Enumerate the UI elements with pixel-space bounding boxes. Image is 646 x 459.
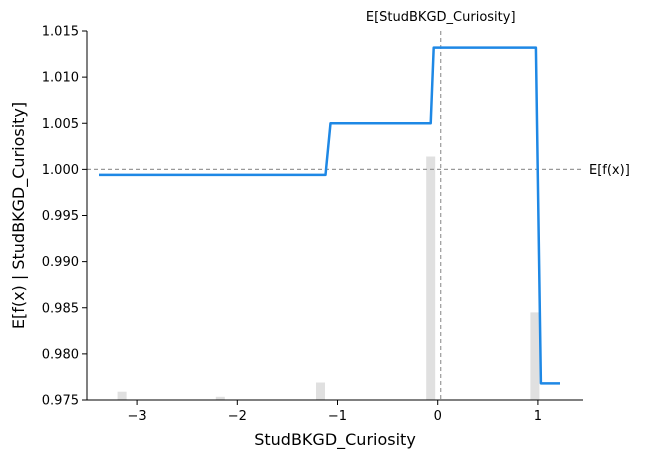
- histogram-bar: [215, 396, 225, 400]
- x-tick-label: −2: [228, 409, 247, 424]
- axes-layer: −3 −2 −1 0 1 0.975 0.980 0.985 0.990 0.995 1.000 1.…: [42, 25, 583, 424]
- histogram-bar: [117, 391, 127, 400]
- series-line: [99, 46, 560, 385]
- y-tick-label: 0.980: [42, 347, 79, 362]
- y-tick-label: 0.995: [42, 209, 79, 224]
- series-layer: [99, 46, 560, 385]
- reference-lines-layer: [87, 31, 583, 400]
- y-tick-label: 0.985: [42, 301, 79, 316]
- y-tick-label: 1.005: [42, 117, 79, 132]
- x-tick-label: 0: [434, 409, 442, 424]
- y-axis-label: E[f(x) | StudBKGD_Curiosity]: [9, 102, 29, 329]
- y-tick-label: 1.010: [42, 71, 79, 86]
- y-tick-label: 0.975: [42, 394, 79, 409]
- x-tick-label: −3: [128, 409, 147, 424]
- y-tick-label: 0.990: [42, 255, 79, 270]
- x-tick-label: 1: [534, 409, 542, 424]
- histogram-bar: [316, 382, 325, 400]
- x-tick-label: −1: [328, 409, 347, 424]
- histogram-bar: [426, 156, 436, 400]
- expected-value-label: E[f(x)]: [589, 163, 630, 178]
- histogram-bar: [530, 312, 540, 400]
- feature-mean-label: E[StudBKGD_Curiosity]: [366, 10, 516, 25]
- y-tick-label: 1.015: [42, 25, 79, 40]
- x-axis-label: StudBKGD_Curiosity: [254, 430, 416, 450]
- histogram-layer: [117, 156, 540, 400]
- y-tick-label: 1.000: [42, 163, 79, 178]
